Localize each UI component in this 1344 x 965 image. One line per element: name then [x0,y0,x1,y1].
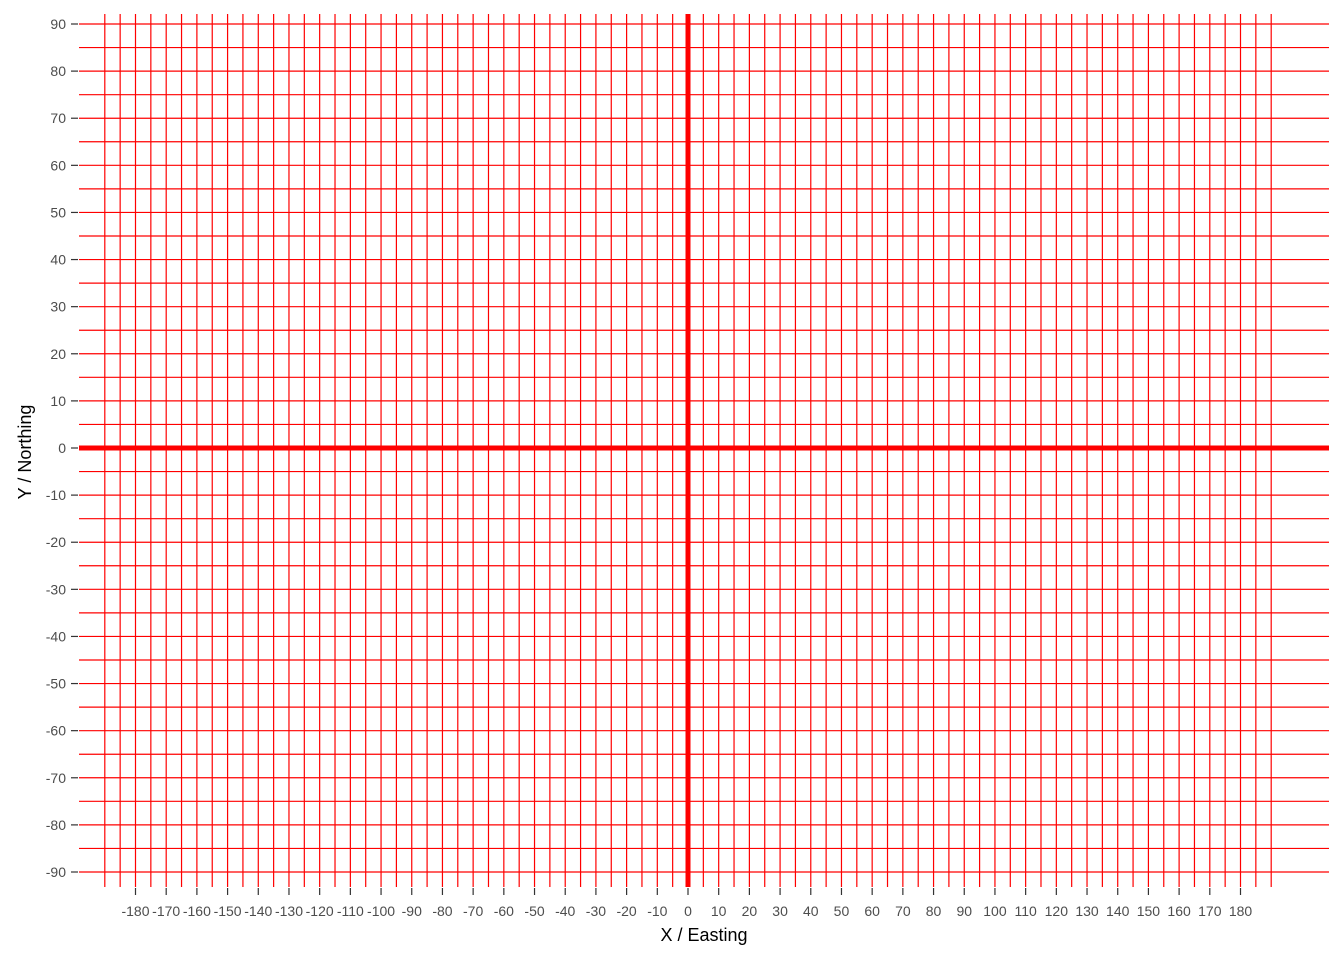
x-tick-label: 180 [1229,903,1253,919]
x-tick-label: -110 [337,903,364,919]
x-tick-label: 90 [956,903,972,919]
y-tick-label: -10 [46,487,66,503]
x-tick-label: 80 [926,903,942,919]
x-tick-label: 40 [803,903,819,919]
x-tick-label: -80 [432,903,452,919]
x-tick-label: 0 [684,903,692,919]
x-tick-label: 170 [1198,903,1222,919]
y-axis-ticks: 90 80 70 60 50 40 30 20 10 0 -10 -20 -30 -40 -50 -60 -70… [46,16,78,880]
x-tick-label: -90 [402,903,422,919]
y-tick-label: 40 [50,252,66,268]
y-tick-label: 60 [50,157,66,173]
x-tick-label: 70 [895,903,911,919]
x-tick-label: -50 [524,903,544,919]
x-tick-label: 140 [1106,903,1130,919]
x-tick-label: 30 [772,903,788,919]
x-tick-label: -130 [275,903,303,919]
y-tick-label: 90 [50,16,66,32]
y-tick-label: -20 [46,534,66,550]
y-tick-label: -50 [46,676,66,692]
y-tick-label: 20 [50,346,66,362]
y-tick-label: 0 [58,440,66,456]
x-tick-label: 50 [834,903,850,919]
x-tick-label: -10 [647,903,667,919]
y-tick-label: -40 [46,628,66,644]
y-tick-label: -90 [46,864,66,880]
x-tick-label: -40 [555,903,575,919]
x-tick-label: -120 [306,903,334,919]
x-tick-label: -140 [244,903,272,919]
x-tick-label: -20 [616,903,636,919]
y-tick-label: -30 [46,581,66,597]
x-tick-label: -170 [152,903,180,919]
y-tick-label: -70 [46,770,66,786]
y-tick-label: 80 [50,63,66,79]
x-tick-label: 120 [1045,903,1069,919]
y-tick-label: -80 [46,817,66,833]
x-tick-label: 160 [1167,903,1191,919]
x-tick-label: -150 [214,903,242,919]
x-tick-label: -160 [183,903,211,919]
x-tick-label: 110 [1014,903,1037,919]
x-axis-ticks: -180 -170 -160 -150 -140 -130 -120 -110 -100 -90-… [121,888,1252,919]
y-axis-title: Y / Northing [15,405,35,500]
y-tick-label: 10 [50,393,66,409]
x-tick-label: 130 [1075,903,1099,919]
x-tick-label: -60 [494,903,514,919]
x-tick-label: -30 [586,903,606,919]
x-tick-label: -100 [367,903,395,919]
x-tick-label: -70 [463,903,483,919]
x-tick-label: -180 [121,903,149,919]
y-tick-label: -60 [46,723,66,739]
x-tick-label: 100 [983,903,1007,919]
x-tick-label: 150 [1137,903,1161,919]
zero-lines [79,14,1329,887]
y-tick-label: 30 [50,299,66,315]
x-axis-title: X / Easting [660,925,747,945]
x-tick-label: 60 [864,903,880,919]
x-tick-label: 20 [742,903,758,919]
y-tick-label: 50 [50,204,66,220]
x-tick-label: 10 [711,903,727,919]
y-tick-label: 70 [50,110,66,126]
